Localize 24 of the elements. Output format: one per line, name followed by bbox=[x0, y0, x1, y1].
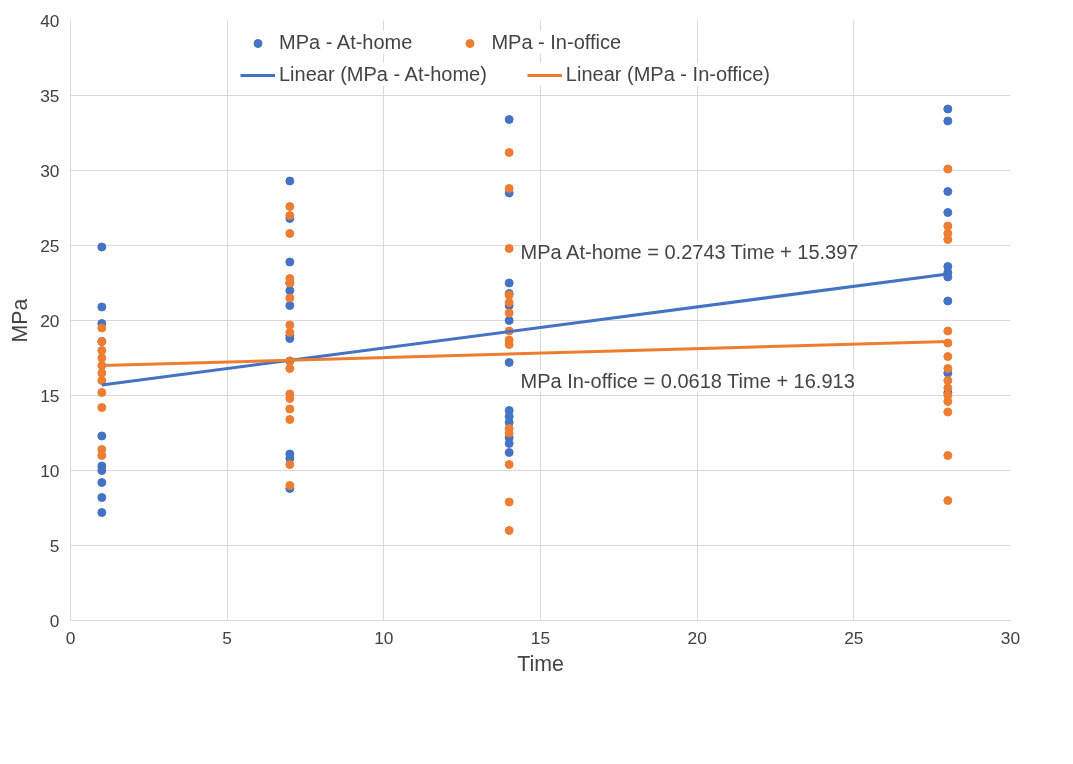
x-tick-label: 25 bbox=[844, 627, 864, 648]
y-tick-label: 30 bbox=[40, 160, 60, 181]
annotation: MPa In-office = 0.0618 Time + 16.913 bbox=[520, 369, 855, 392]
y-tick-label: 0 bbox=[49, 610, 60, 631]
x-tick-label: 30 bbox=[1000, 627, 1021, 648]
x-axis-title: Time bbox=[517, 651, 564, 676]
x-tick-label: 15 bbox=[530, 627, 551, 648]
y-tick-label: 15 bbox=[40, 385, 60, 406]
y-tick-label: 10 bbox=[40, 460, 60, 481]
x-tick-label: 10 bbox=[374, 627, 394, 648]
legend-label: MPa - At-home bbox=[279, 31, 413, 54]
x-tick-label: 5 bbox=[222, 627, 232, 648]
y-axis-title: MPa bbox=[8, 298, 33, 343]
legend-label: Linear (MPa - In-office) bbox=[565, 63, 771, 86]
y-tick-label: 5 bbox=[49, 535, 60, 556]
legend-label: MPa - In-office bbox=[491, 31, 622, 54]
x-tick-label: 20 bbox=[687, 627, 707, 648]
legend-label: Linear (MPa - At-home) bbox=[279, 63, 487, 86]
y-tick-label: 25 bbox=[40, 235, 60, 256]
y-tick-label: 20 bbox=[40, 310, 60, 331]
y-tick-label: 40 bbox=[40, 10, 60, 31]
y-tick-label: 35 bbox=[40, 85, 60, 106]
x-tick-label: 0 bbox=[65, 627, 76, 648]
annotation: MPa At-home = 0.2743 Time + 15.397 bbox=[520, 240, 859, 263]
